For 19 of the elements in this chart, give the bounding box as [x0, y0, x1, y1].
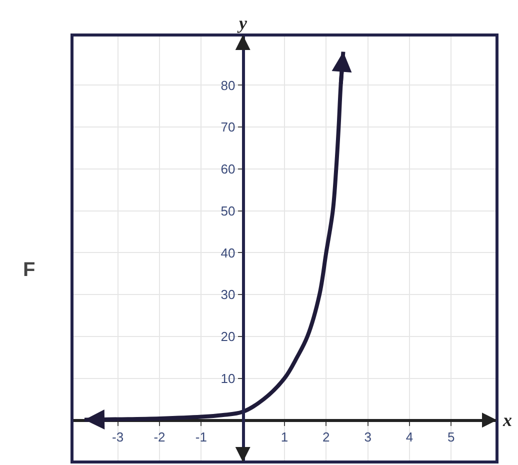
x-tick-label: 4: [406, 430, 414, 445]
y-tick-label: 50: [220, 203, 236, 218]
y-tick-label: 60: [220, 162, 236, 177]
x-tick-label: -1: [195, 430, 207, 445]
y-tick-label: 20: [220, 328, 236, 344]
text: F: [23, 259, 36, 281]
x-tick-label: 3: [364, 430, 372, 445]
y-tick-label: 70: [220, 120, 236, 135]
y-axis-title: y: [237, 13, 248, 33]
y-tick-label: 30: [220, 287, 236, 302]
x-tick-label: 1: [280, 430, 288, 445]
y-tick-label: 10: [220, 370, 236, 386]
x-axis-title: x: [502, 410, 512, 430]
y-tick-label: 40: [220, 245, 236, 260]
x-tick-label: -2: [154, 430, 166, 445]
x-tick-label: -3: [112, 430, 124, 445]
y-tick-label: 80: [220, 78, 236, 93]
x-tick-label: 2: [322, 430, 330, 445]
x-tick-label: 5: [448, 430, 455, 445]
